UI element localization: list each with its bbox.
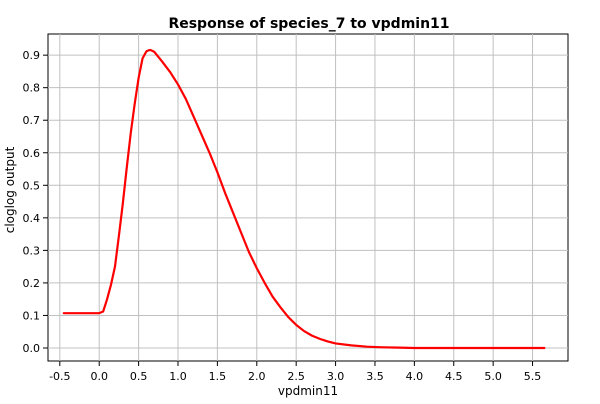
y-tick-label: 0.6 [23,147,41,160]
x-tick-label: 0.0 [90,370,108,383]
x-tick-label: -0.5 [49,370,70,383]
x-tick-label: 5.5 [524,370,542,383]
y-axis-label: cloglog output [3,146,17,233]
x-tick-label: 3.5 [366,370,384,383]
y-tick-label: 0.3 [23,244,41,257]
y-tick-label: 0.1 [23,309,41,322]
x-tick-label: 0.5 [130,370,148,383]
x-tick-label: 4.0 [406,370,424,383]
y-tick-label: 0.5 [23,179,41,192]
y-tick-label: 0.8 [23,82,41,95]
x-tick-label: 1.0 [169,370,187,383]
x-tick-label: 5.0 [484,370,502,383]
y-tick-label: 0.7 [23,114,41,127]
x-tick-label: 2.0 [248,370,266,383]
x-tick-label: 1.5 [209,370,227,383]
y-tick-label: 0.0 [23,342,41,355]
y-tick-label: 0.9 [23,49,41,62]
chart-title: Response of species_7 to vpdmin11 [168,16,449,32]
x-axis-label: vpdmin11 [278,384,338,398]
y-tick-label: 0.4 [23,212,41,225]
tick-layer: -0.5 0.0 0.5 1.0 1.5 2.0 2.5 3.0 3.5 4.0 4.5 5.0 5.5… [23,49,542,383]
response-curve-line [62,48,546,350]
plot-area [47,33,569,362]
y-tick-label: 0.2 [23,277,41,290]
x-tick-label: 2.5 [287,370,305,383]
x-tick-label: 4.5 [445,370,463,383]
series-layer [62,48,546,350]
x-tick-label: 3.0 [327,370,345,383]
